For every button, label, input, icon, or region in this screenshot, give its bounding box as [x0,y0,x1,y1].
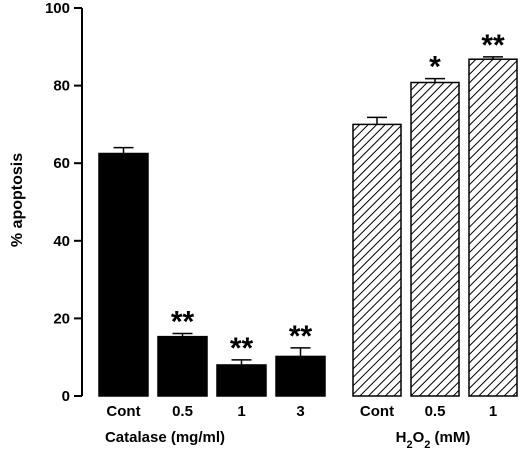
significance-marker: ** [481,29,505,62]
category-label: 1 [237,403,245,420]
significance-marker: * [429,51,441,84]
y-tick-label: 20 [53,310,70,327]
y-tick-label: 40 [53,233,70,250]
category-label: 3 [296,403,304,420]
y-tick-label: 0 [62,388,70,405]
bar [468,58,518,397]
y-tick-label: 60 [53,155,70,172]
group-label: H2O2 (mM) [396,429,471,451]
category-label: Cont [360,403,394,420]
axes: 0 20 40 60 80 100 [45,0,83,405]
bar [275,355,326,397]
significance-marker: ** [171,306,195,339]
significance-marker: ** [230,332,254,365]
bar [216,364,267,397]
bars [98,56,518,397]
bar [352,123,402,397]
category-label: Cont [106,403,140,420]
category-label: 0.5 [425,403,446,420]
category-label: 0.5 [172,403,193,420]
significance-marker: ** [289,320,313,353]
category-label: 1 [489,403,497,420]
bar [410,81,460,397]
y-tick-label: 80 [53,78,70,95]
bar [157,335,208,397]
group-label: Catalase (mg/ml) [105,429,225,446]
labels: Cont ** 0.5 ** 1 ** 3 Catalase (mg/ml) Cont * 0.5 *… [105,29,505,451]
y-tick-label: 100 [45,0,70,17]
bar [98,152,149,397]
y-axis-label: % apoptosis [9,153,26,247]
